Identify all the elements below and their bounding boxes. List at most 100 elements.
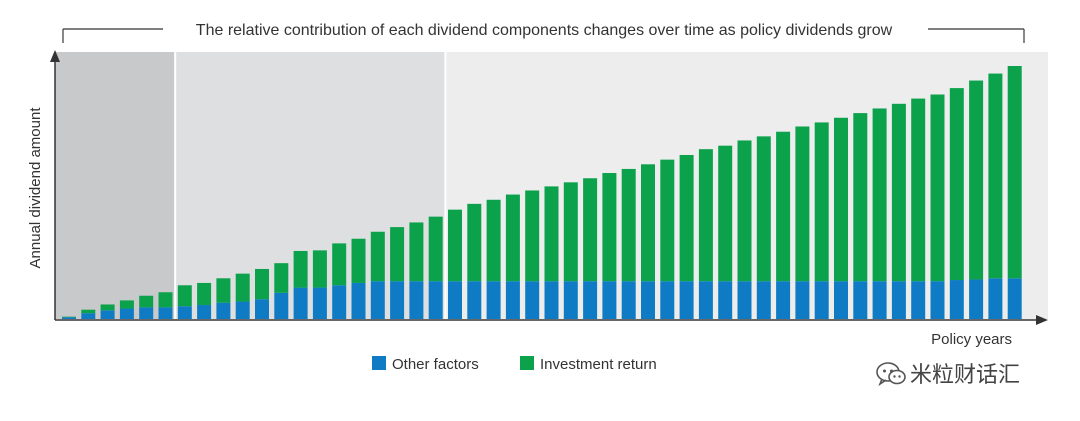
bar-investment-return-30 xyxy=(621,168,636,282)
x-axis-label: Policy years xyxy=(931,331,1012,348)
y-axis-arrow xyxy=(50,50,60,62)
bar-investment-return-47 xyxy=(949,88,964,281)
bar-investment-return-35 xyxy=(718,145,733,282)
bar-other-factors-35 xyxy=(718,281,733,319)
bar-other-factors-39 xyxy=(795,281,810,319)
bar-investment-return-36 xyxy=(737,140,752,282)
bar-other-factors-6 xyxy=(158,307,173,319)
bar-investment-return-49 xyxy=(988,73,1003,279)
bar-investment-return-32 xyxy=(660,159,675,282)
bar-other-factors-32 xyxy=(660,281,675,319)
bar-investment-return-25 xyxy=(525,190,540,282)
legend-swatch-other-factors xyxy=(372,356,386,370)
bar-other-factors-30 xyxy=(621,281,636,319)
bar-other-factors-5 xyxy=(139,307,154,319)
bar-investment-return-17 xyxy=(370,231,385,282)
watermark-text: 米粒财话汇 xyxy=(910,363,1020,388)
bar-other-factors-26 xyxy=(544,281,559,319)
bar-other-factors-40 xyxy=(814,281,829,319)
bar-investment-return-43 xyxy=(872,108,887,282)
chart-title: The relative contribution of each divide… xyxy=(196,22,893,39)
bar-investment-return-41 xyxy=(834,117,848,282)
bar-other-factors-15 xyxy=(332,285,347,319)
bar-investment-return-44 xyxy=(891,103,906,282)
bar-other-factors-38 xyxy=(776,281,791,319)
bar-investment-return-22 xyxy=(467,203,482,282)
bar-other-factors-36 xyxy=(737,281,752,319)
legend: Other factors Investment return xyxy=(372,356,657,373)
bar-other-factors-27 xyxy=(563,281,578,319)
bar-investment-return-50 xyxy=(1007,66,1022,279)
title-bracket xyxy=(62,28,1025,43)
bar-investment-return-37 xyxy=(756,136,771,282)
legend-label-investment-return: Investment return xyxy=(540,356,657,373)
bar-investment-return-15 xyxy=(332,243,347,286)
bar-investment-return-8 xyxy=(197,282,212,306)
bar-other-factors-12 xyxy=(274,292,289,319)
bar-other-factors-33 xyxy=(679,281,694,319)
axes xyxy=(50,50,1048,325)
bar-investment-return-2 xyxy=(81,309,96,314)
x-axis-arrow xyxy=(1036,315,1048,325)
bar-investment-return-12 xyxy=(274,263,289,293)
bar-other-factors-23 xyxy=(486,281,501,319)
bar-investment-return-13 xyxy=(293,250,308,288)
bar-investment-return-26 xyxy=(544,186,559,282)
bar-other-factors-46 xyxy=(930,281,945,319)
bar-other-factors-19 xyxy=(409,281,424,319)
bar-other-factors-21 xyxy=(448,281,462,319)
bar-investment-return-4 xyxy=(119,300,134,309)
bar-investment-return-1 xyxy=(62,316,76,318)
bar-investment-return-20 xyxy=(428,216,443,282)
legend-swatch-investment-return xyxy=(520,356,534,370)
bar-other-factors-7 xyxy=(177,306,192,319)
bar-other-factors-22 xyxy=(467,281,482,319)
bar-other-factors-50 xyxy=(1007,278,1022,319)
bar-other-factors-14 xyxy=(312,287,327,319)
bars xyxy=(62,66,1022,319)
bar-investment-return-28 xyxy=(583,178,598,282)
bar-other-factors-48 xyxy=(969,279,984,319)
bar-other-factors-3 xyxy=(100,310,115,319)
bar-other-factors-44 xyxy=(891,281,906,319)
bar-other-factors-8 xyxy=(197,305,212,319)
bar-investment-return-7 xyxy=(177,285,192,307)
bar-investment-return-9 xyxy=(216,278,231,303)
bar-investment-return-24 xyxy=(505,194,520,282)
bar-other-factors-24 xyxy=(505,281,520,319)
bar-investment-return-18 xyxy=(390,227,405,282)
legend-label-other-factors: Other factors xyxy=(392,356,479,373)
bar-other-factors-13 xyxy=(293,287,308,319)
bar-other-factors-25 xyxy=(525,281,540,319)
bar-other-factors-18 xyxy=(390,281,405,319)
bar-other-factors-49 xyxy=(988,278,1003,319)
bar-other-factors-16 xyxy=(351,282,366,319)
bar-investment-return-6 xyxy=(158,292,173,308)
bar-investment-return-46 xyxy=(930,94,945,282)
bar-investment-return-40 xyxy=(814,122,829,282)
bar-other-factors-4 xyxy=(119,308,134,319)
bar-investment-return-19 xyxy=(409,222,424,282)
period-band-early-period xyxy=(55,52,176,319)
bar-investment-return-38 xyxy=(776,131,791,282)
bar-investment-return-21 xyxy=(448,209,462,282)
bar-other-factors-45 xyxy=(911,281,926,319)
bar-other-factors-43 xyxy=(872,281,887,319)
bar-other-factors-42 xyxy=(853,281,868,319)
bar-investment-return-5 xyxy=(139,295,154,308)
bar-investment-return-48 xyxy=(969,80,984,280)
bar-other-factors-37 xyxy=(756,281,771,319)
period-band-middle-period xyxy=(175,52,446,319)
bar-investment-return-39 xyxy=(795,126,810,282)
wechat-icon xyxy=(876,362,906,387)
bar-other-factors-47 xyxy=(949,280,964,319)
bar-other-factors-10 xyxy=(235,301,250,319)
bar-other-factors-20 xyxy=(428,281,443,319)
watermark: 米粒财话汇 xyxy=(876,362,1020,388)
bar-other-factors-34 xyxy=(698,281,713,319)
bar-investment-return-33 xyxy=(679,154,694,282)
bar-other-factors-41 xyxy=(834,281,848,319)
bar-other-factors-9 xyxy=(216,302,231,319)
bar-investment-return-27 xyxy=(563,182,578,282)
